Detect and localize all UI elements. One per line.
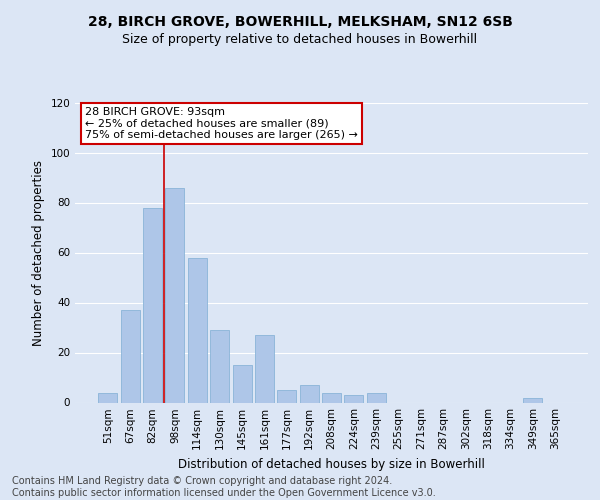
- Bar: [255, 335, 274, 402]
- Bar: [98, 392, 118, 402]
- Text: 28, BIRCH GROVE, BOWERHILL, MELKSHAM, SN12 6SB: 28, BIRCH GROVE, BOWERHILL, MELKSHAM, SN…: [88, 16, 512, 30]
- Bar: [299, 385, 319, 402]
- Text: Size of property relative to detached houses in Bowerhill: Size of property relative to detached ho…: [122, 34, 478, 46]
- Bar: [143, 208, 162, 402]
- Bar: [277, 390, 296, 402]
- Text: Contains HM Land Registry data © Crown copyright and database right 2024.
Contai: Contains HM Land Registry data © Crown c…: [12, 476, 436, 498]
- Bar: [523, 398, 542, 402]
- Bar: [166, 188, 184, 402]
- Bar: [210, 330, 229, 402]
- Bar: [322, 392, 341, 402]
- Bar: [344, 395, 364, 402]
- Y-axis label: Number of detached properties: Number of detached properties: [32, 160, 45, 346]
- Bar: [188, 258, 207, 402]
- Text: 28 BIRCH GROVE: 93sqm
← 25% of detached houses are smaller (89)
75% of semi-deta: 28 BIRCH GROVE: 93sqm ← 25% of detached …: [85, 107, 358, 140]
- Bar: [121, 310, 140, 402]
- X-axis label: Distribution of detached houses by size in Bowerhill: Distribution of detached houses by size …: [178, 458, 485, 471]
- Bar: [233, 365, 251, 403]
- Bar: [367, 392, 386, 402]
